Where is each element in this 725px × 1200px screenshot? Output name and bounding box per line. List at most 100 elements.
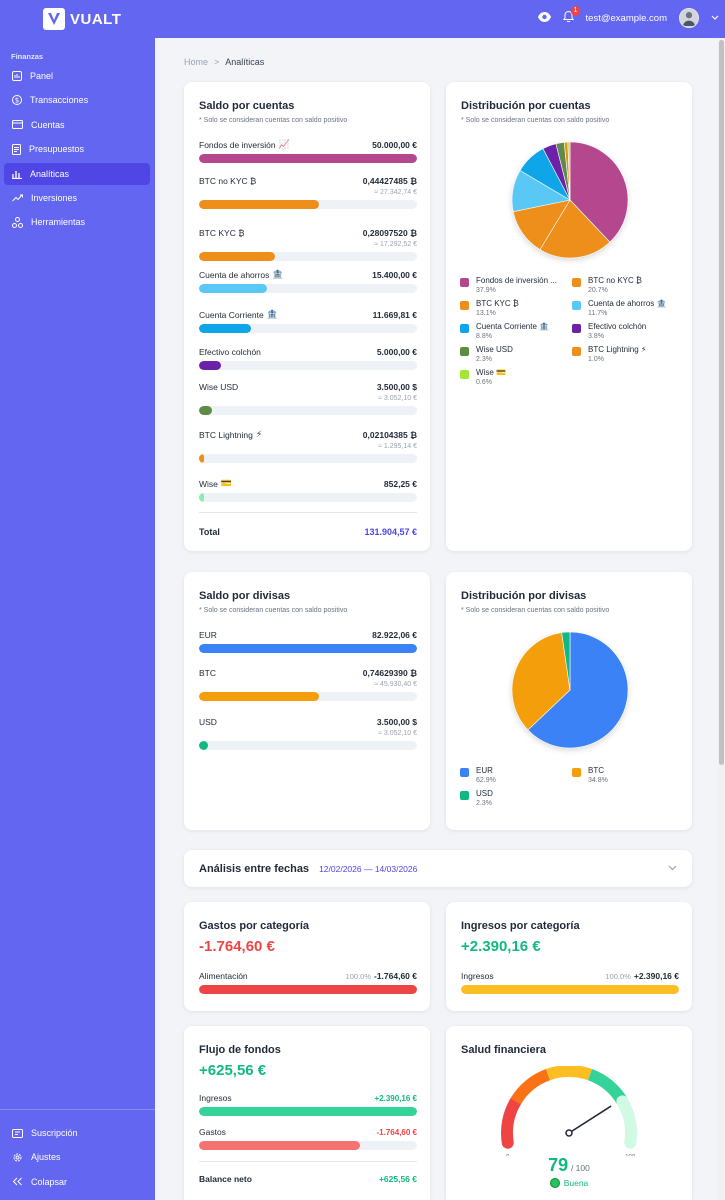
legend-item[interactable]: EUR 62.9% (460, 766, 572, 784)
pie-slice[interactable] (569, 141, 629, 243)
balance-row[interactable]: BTC KYC ₿ 0,28097520 ₿ ≈ 17.292,52 € (199, 228, 417, 261)
value-approx: ≈ 17.292,52 € (374, 241, 417, 248)
health-score: 79 / 100 (446, 1155, 692, 1176)
pie-slice[interactable] (527, 631, 629, 749)
gauge-segment (545, 1066, 593, 1081)
balance-row[interactable]: Wise USD 3.500,00 $ ≈ 3.052,10 € (199, 382, 417, 415)
pie-slice[interactable] (567, 141, 571, 201)
sidebar-item-panel[interactable]: Panel (4, 65, 150, 87)
balance-row[interactable]: BTC Lightning ⚡ 0,02104385 ₿ ≈ 1.295,14 € (199, 430, 417, 463)
cashflow-card: Flujo de fondos +625,56 € Ingresos +2.39… (184, 1026, 430, 1200)
legend-text: Cuenta de ahorros 🏦 11.7% (588, 299, 666, 317)
scrollbar-thumb[interactable] (719, 40, 724, 765)
balance-row[interactable]: Wise 💳 852,25 € (199, 479, 417, 502)
account-icon: ⚡ (255, 430, 263, 440)
value-amount: 852,25 € (383, 479, 417, 489)
legend-swatch (460, 370, 469, 379)
accounts-pie-chart[interactable] (510, 140, 630, 260)
legend-item[interactable]: Wise 💳 0.6% (460, 368, 572, 386)
legend-item[interactable]: Cuenta Corriente 🏦 8.8% (460, 322, 572, 340)
balance-row[interactable]: Cuenta de ahorros 🏦 15.400,00 € (199, 270, 417, 293)
balance-row[interactable]: EUR 82.922,06 € (199, 630, 417, 653)
avatar[interactable] (679, 8, 699, 28)
row-value: 0,44427485 ₿ ≈ 27.342,74 € (363, 176, 417, 196)
sidebar-item-label: Colapsar (31, 1176, 68, 1187)
balance-row[interactable]: BTC 0,74629390 ₿ ≈ 45.930,40 € (199, 668, 417, 701)
chevron-down-icon[interactable] (668, 863, 677, 874)
app-logo[interactable]: VUALT (43, 8, 121, 30)
currencies-pie-chart[interactable] (510, 630, 630, 750)
account-icon: 📈 (278, 140, 290, 150)
row-name: BTC no KYC ₿ (199, 176, 257, 186)
legend-item[interactable]: BTC Lightning ⚡ 1.0% (572, 345, 684, 363)
legend-item[interactable]: Efectivo colchón 3.8% (572, 322, 684, 340)
legend-item[interactable]: BTC no KYC ₿ 20.7% (572, 276, 684, 294)
sidebar-item-herramientas[interactable]: Herramientas (4, 211, 150, 233)
bar-fill (199, 154, 417, 163)
balance-row[interactable]: USD 3.500,00 $ ≈ 3.052,10 € (199, 717, 417, 750)
sidebar-item-inversiones[interactable]: Inversiones (4, 187, 150, 209)
page-scrollbar[interactable] (718, 38, 725, 1200)
legend-text: BTC Lightning ⚡ 1.0% (588, 345, 647, 363)
gauge-needle (568, 1105, 612, 1134)
sidebar-item-colapsar[interactable]: Colapsar (4, 1171, 151, 1193)
category-pct: 100.0% (345, 972, 371, 981)
gauge-max-label: 100 (625, 1155, 636, 1156)
breadcrumb-home[interactable]: Home (184, 57, 209, 67)
balance-row[interactable]: Fondos de inversión 📈 50.000,00 € (199, 140, 417, 163)
balance-row[interactable]: Efectivo colchón 5.000,00 € (199, 347, 417, 370)
bar-track (199, 454, 417, 463)
sidebar-item-cuentas[interactable]: Cuentas (4, 114, 150, 136)
pie-slice[interactable] (539, 199, 611, 259)
chevron-down-icon[interactable] (711, 13, 719, 24)
balance-row[interactable]: Cuenta Corriente 🏦 11.669,81 € (199, 310, 417, 333)
value-approx: ≈ 3.052,10 € (378, 395, 417, 402)
currencies-balance-card: Saldo por divisas * Solo se consideran c… (184, 572, 430, 830)
legend-item[interactable]: BTC KYC ₿ 13.1% (460, 299, 572, 317)
legend-item[interactable]: Cuenta de ahorros 🏦 11.7% (572, 299, 684, 317)
card-title: Distribución por divisas (461, 590, 587, 602)
notifications-button[interactable]: 1 (562, 5, 581, 26)
legend-pct: 37.9% (476, 287, 496, 294)
row-name: USD (199, 717, 217, 727)
pie-slice[interactable] (511, 632, 571, 731)
value-amount: 3.500,00 $ (376, 382, 417, 392)
card-title: Flujo de fondos (199, 1044, 281, 1056)
gauge-segment (501, 1095, 522, 1149)
chart-icon (12, 170, 22, 179)
date-analysis-bar[interactable]: Análisis entre fechas 12/02/2026 — 14/03… (184, 850, 692, 887)
sidebar-item-analiticas[interactable]: Analíticas (4, 162, 150, 185)
total-label: Total (199, 527, 220, 537)
visibility-icon[interactable] (537, 11, 551, 25)
cashflow-expense-row: Gastos -1.764,60 € (199, 1127, 417, 1137)
sidebar-item-ajustes[interactable]: Ajustes (4, 1146, 151, 1168)
value-approx: ≈ 1.295,14 € (378, 443, 417, 450)
date-range[interactable]: 12/02/2026 — 14/03/2026 (319, 864, 418, 874)
legend-item[interactable]: USD 2.3% (460, 789, 572, 807)
value-approx: ≈ 3.052,10 € (378, 730, 417, 737)
row-name: Efectivo colchón (199, 347, 261, 357)
accounts-legend: Fondos de inversión ... 37.9% BTC no KYC ₿… (460, 276, 684, 386)
sidebar-item-presupuestos[interactable]: Presupuestos (4, 138, 150, 160)
income-category-row[interactable]: Ingresos 100.0% +2.390,16 € (461, 971, 679, 981)
balance-row[interactable]: BTC no KYC ₿ 0,44427485 ₿ ≈ 27.342,74 € (199, 176, 417, 209)
legend-label: BTC Lightning ⚡ (588, 345, 647, 354)
legend-item[interactable]: Wise USD 2.3% (460, 345, 572, 363)
user-email[interactable]: test@example.com (585, 12, 667, 24)
legend-item[interactable]: BTC 34.8% (572, 766, 684, 784)
value-amount: 50.000,00 € (372, 140, 417, 150)
bar-fill (199, 692, 319, 701)
value-amount: 11.669,81 € (372, 310, 417, 320)
value-amount: 0,28097520 ₿ (362, 228, 417, 238)
cashflow-income-track (199, 1107, 417, 1116)
expense-category-row[interactable]: Alimentación 100.0% -1.764,60 € (199, 971, 417, 981)
bar-track (199, 692, 417, 701)
row-value: 50.000,00 € (372, 140, 417, 150)
row-header: EUR 82.922,06 € (199, 630, 417, 640)
row-name: EUR (199, 630, 217, 640)
sidebar-item-suscripcion[interactable]: Suscripción (4, 1122, 151, 1144)
legend-item[interactable]: Fondos de inversión ... 37.9% (460, 276, 572, 294)
pie-slice[interactable] (561, 631, 571, 691)
legend-label: EUR (476, 766, 493, 775)
sidebar-item-transacciones[interactable]: $ Transacciones (4, 89, 150, 111)
